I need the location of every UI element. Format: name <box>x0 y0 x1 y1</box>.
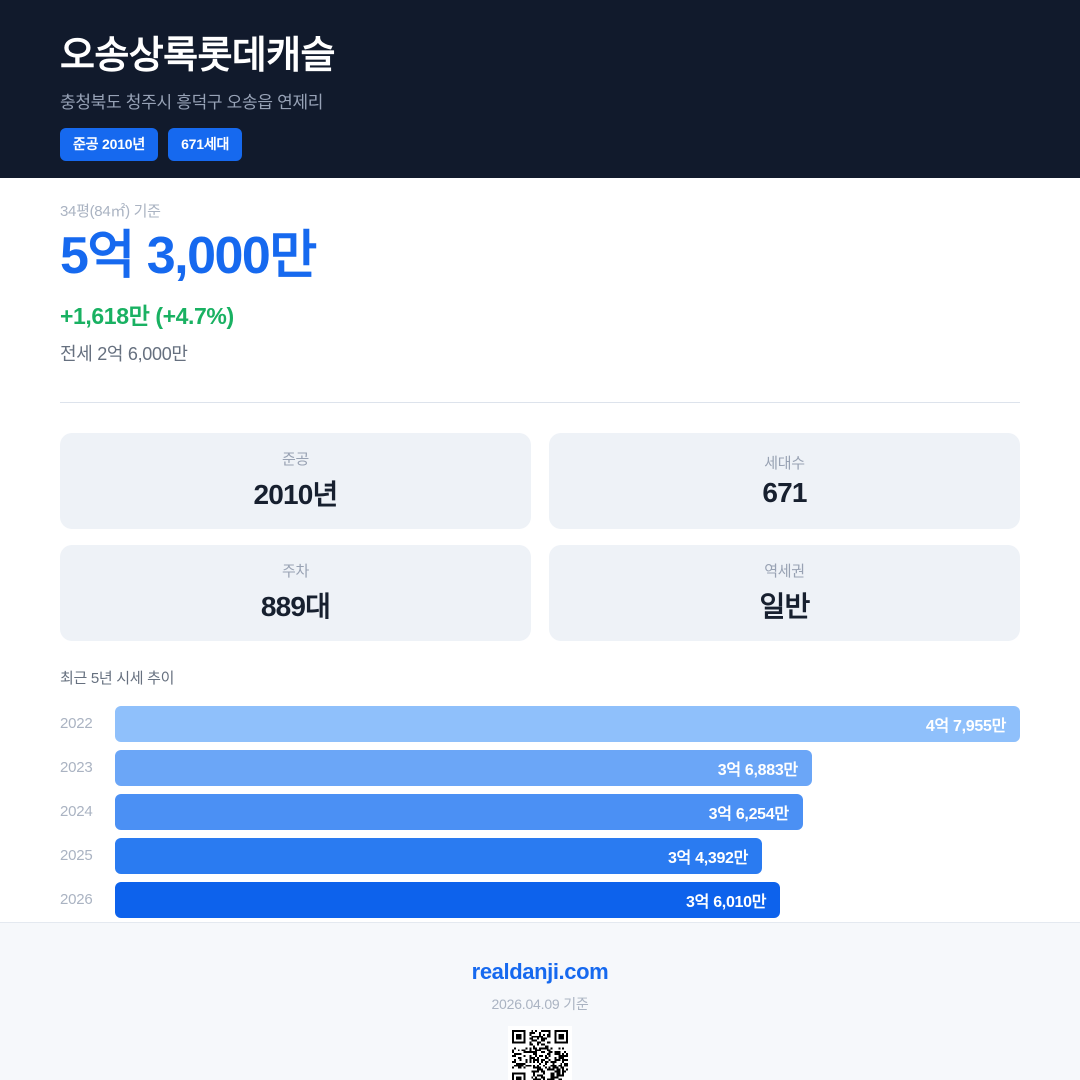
bar-year-label: 2023 <box>60 759 93 777</box>
info-card-label: 역세권 <box>764 563 805 581</box>
chart-title: 최근 5년 시세 추이 <box>60 669 175 687</box>
bar-fill: 3억 6,254만 <box>115 793 803 830</box>
data-date-label: 2026.04.09 기준 <box>491 995 589 1012</box>
bar-track: 3억 6,254만 <box>115 793 1020 830</box>
badge-completion-year: 준공 2010년 <box>60 127 159 161</box>
info-card-label: 준공 <box>281 451 309 469</box>
bar-value-label: 4억 7,955만 <box>925 717 1006 735</box>
info-card-label: 주차 <box>281 563 309 581</box>
price-main-value: 5억 3,000만 <box>60 227 317 285</box>
price-block: 34평(84㎡) 기준 5억 3,000만 +1,618만 (+4.7%) 전세… <box>0 178 1080 366</box>
info-card-value: 일반 <box>759 591 811 623</box>
site-name: realdanji.com <box>471 958 609 984</box>
bar-row: 2022 4억 7,955만 <box>60 702 1020 746</box>
info-card-station-access: 역세권 일반 <box>549 544 1020 641</box>
bar-row: 2025 3억 4,392만 <box>60 834 1020 878</box>
bar-track: 3억 6,010만 <box>115 881 1020 918</box>
jeonse-price-value: 전세 2억 6,000만 <box>60 343 188 364</box>
bar-track: 4억 7,955만 <box>115 705 1020 742</box>
badge-row: 준공 2010년 671세대 <box>60 127 1020 161</box>
page-title: 오송상록롯데캐슬 <box>60 35 335 77</box>
bar-fill: 4억 7,955만 <box>115 705 1020 742</box>
info-card-grid: 준공 2010년 세대수 671 주차 889대 역세권 일반 <box>0 403 1080 641</box>
footer: realdanji.com 2026.04.09 기준 <box>0 921 1080 1080</box>
qr-code <box>508 1025 572 1080</box>
bar-value-label: 3억 6,010만 <box>686 893 767 911</box>
badge-household-count: 671세대 <box>168 127 243 161</box>
bar-fill: 3억 6,883만 <box>115 749 812 786</box>
bar-year-label: 2026 <box>60 891 93 909</box>
bar-track: 3억 4,392만 <box>115 837 1020 874</box>
bar-row: 2026 3억 6,010만 <box>60 878 1020 922</box>
info-card-completion: 준공 2010년 <box>60 432 531 529</box>
bar-value-label: 3억 4,392만 <box>667 849 749 867</box>
bar-track: 3억 6,883만 <box>115 749 1020 786</box>
bar-year-label: 2024 <box>60 803 93 821</box>
info-card-households: 세대수 671 <box>549 432 1020 529</box>
info-card-parking: 주차 889대 <box>60 544 531 641</box>
bar-year-label: 2022 <box>60 715 93 733</box>
price-change-value: +1,618만 (+4.7%) <box>60 302 234 329</box>
bar-value-label: 3억 6,254만 <box>708 805 789 823</box>
info-card-label: 세대수 <box>764 455 805 473</box>
header: 오송상록롯데캐슬 충청북도 청주시 흥덕구 오송읍 연제리 준공 2010년 6… <box>0 0 1080 178</box>
info-card-value: 889대 <box>260 591 331 623</box>
info-card-value: 2010년 <box>253 479 338 511</box>
bar-year-label: 2025 <box>60 847 93 865</box>
info-card-value: 671 <box>762 477 807 509</box>
section-divider <box>60 401 1020 403</box>
bar-fill: 3억 4,392만 <box>115 837 763 874</box>
bar-value-label: 3억 6,883만 <box>717 761 798 779</box>
bar-list: 2022 4억 7,955만 2023 3억 6,883만 2024 3억 6,254만 2… <box>60 702 1020 922</box>
bar-row: 2023 3억 6,883만 <box>60 746 1020 790</box>
price-trend-chart: 최근 5년 시세 추이 2022 4억 7,955만 2023 3억 6,883만 20… <box>0 641 1080 922</box>
price-basis-label: 34평(84㎡) 기준 <box>60 203 161 220</box>
bar-row: 2024 3억 6,254만 <box>60 790 1020 834</box>
address-text: 충청북도 청주시 흥덕구 오송읍 연제리 <box>60 92 324 112</box>
bar-fill: 3억 6,010만 <box>115 881 781 918</box>
